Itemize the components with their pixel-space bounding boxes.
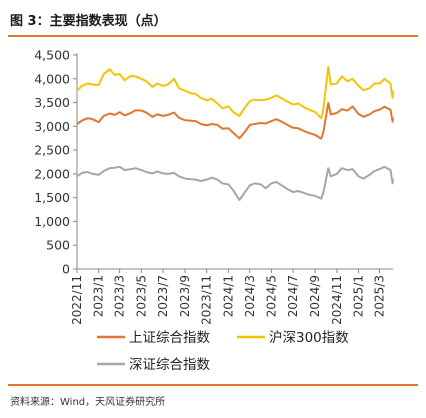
y-tick-label: 2,500 (34, 143, 70, 158)
series-lines (76, 65, 394, 201)
x-tick-label: 2023/7 (156, 275, 170, 317)
y-tick-label: 1,000 (34, 214, 70, 229)
y-tick-label: 4,000 (34, 71, 70, 86)
x-axis: 2022/11 2023/1 2023/3 2023/5 2023/7 2023/9 202… (70, 268, 393, 325)
x-tick-label: 2023/9 (178, 275, 192, 317)
y-tick-label: 0 (62, 262, 70, 277)
y-tick-label: 4,500 (34, 48, 70, 63)
x-tick-label: 2025/1 (352, 275, 366, 317)
legend-label: 沪深300指数 (269, 330, 349, 346)
x-tick-label: 2024/5 (264, 275, 278, 317)
source-divider (8, 384, 418, 386)
x-tick-label: 2023/5 (134, 275, 148, 317)
x-tick-label: 2023/3 (113, 275, 127, 317)
line-chart: 0 500 1,000 1,500 2,000 2,500 3,000 3,500 4,000 4… (34, 48, 394, 373)
y-axis: 0 500 1,000 1,500 2,000 2,500 3,000 3,500 4,000 4… (34, 48, 78, 277)
x-tick-label: 2023/11 (200, 275, 214, 325)
x-tick-label: 2024/11 (330, 275, 344, 325)
series-line-0 (76, 102, 394, 140)
title-divider (8, 35, 418, 37)
y-tick-label: 1,500 (34, 190, 70, 205)
y-tick-label: 3,000 (34, 119, 70, 134)
series-line-1 (76, 65, 394, 120)
figure-title: 图 3：主要指数表现（点） (10, 14, 167, 29)
x-tick-label: 2024/7 (286, 275, 300, 317)
legend-label: 上证综合指数 (129, 330, 210, 346)
y-tick-label: 500 (46, 238, 70, 253)
legend-label: 深证综合指数 (129, 357, 210, 373)
series-line-2 (76, 165, 394, 201)
x-tick-label: 2022/11 (70, 275, 84, 325)
x-tick-label: 2023/1 (92, 275, 106, 317)
x-tick-label: 2024/3 (243, 275, 257, 317)
y-tick-label: 3,500 (34, 95, 70, 110)
y-tick-label: 2,000 (34, 166, 70, 181)
source-note: 资料来源：Wind，天风证券研究所 (10, 397, 166, 408)
x-tick-label: 2025/3 (372, 275, 386, 317)
x-tick-label: 2024/9 (308, 275, 322, 317)
x-tick-label: 2024/1 (221, 275, 235, 317)
